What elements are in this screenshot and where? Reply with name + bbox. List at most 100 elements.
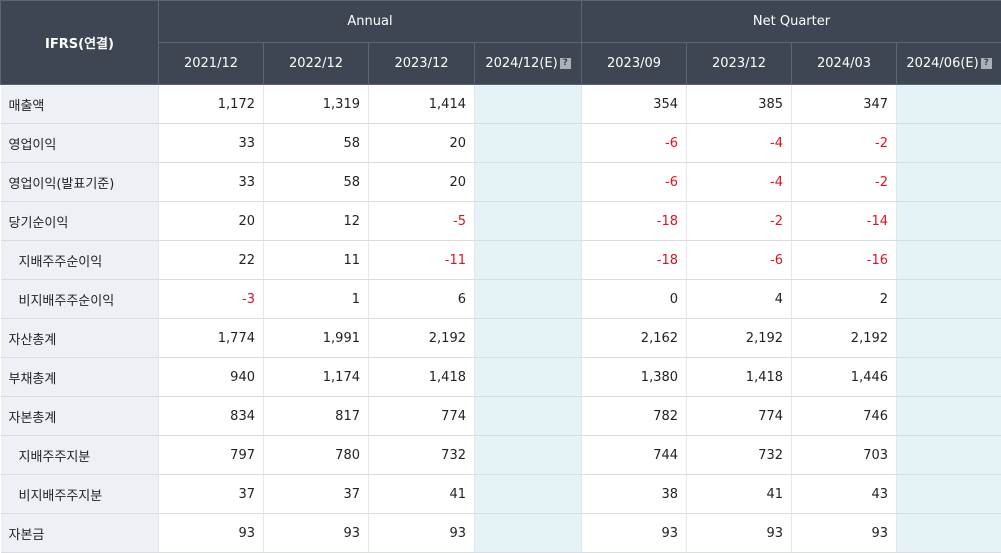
- row-label: 영업이익: [1, 124, 159, 163]
- quarter-value-cell: 93: [792, 514, 897, 553]
- estimate-cell: [897, 163, 1001, 202]
- quarter-value-cell: 354: [582, 85, 687, 124]
- annual-value-cell: 37: [159, 475, 264, 514]
- quarter-value-cell: 0: [582, 280, 687, 319]
- row-label: 부채총계: [1, 358, 159, 397]
- quarter-estimate-header: 2024/06(E)?: [897, 43, 1001, 85]
- row-label: 자본총계: [1, 397, 159, 436]
- quarter-value-cell: 746: [792, 397, 897, 436]
- annual-value-cell: -5: [369, 202, 475, 241]
- annual-value-cell: 1,172: [159, 85, 264, 124]
- estimate-cell: [475, 124, 582, 163]
- row-label: 당기순이익: [1, 202, 159, 241]
- estimate-cell: [897, 202, 1001, 241]
- annual-value-cell: 6: [369, 280, 475, 319]
- annual-value-cell: 58: [264, 163, 369, 202]
- quarter-value-cell: -4: [687, 124, 792, 163]
- estimate-cell: [475, 280, 582, 319]
- quarter-value-cell: -2: [792, 124, 897, 163]
- quarter-group-header: Net Quarter: [582, 1, 1001, 43]
- annual-value-cell: 834: [159, 397, 264, 436]
- annual-value-cell: 33: [159, 124, 264, 163]
- annual-value-cell: 37: [264, 475, 369, 514]
- row-label: 자산총계: [1, 319, 159, 358]
- quarter-value-cell: 2,192: [792, 319, 897, 358]
- estimate-cell: [897, 124, 1001, 163]
- estimate-cell: [897, 280, 1001, 319]
- estimate-cell: [897, 436, 1001, 475]
- quarter-value-cell: -2: [792, 163, 897, 202]
- quarter-value-cell: 1,418: [687, 358, 792, 397]
- annual-value-cell: 20: [159, 202, 264, 241]
- quarter-value-cell: 2,162: [582, 319, 687, 358]
- quarter-value-cell: 732: [687, 436, 792, 475]
- quarter-value-cell: 1,380: [582, 358, 687, 397]
- annual-value-cell: 93: [159, 514, 264, 553]
- annual-value-cell: 1,418: [369, 358, 475, 397]
- quarter-value-cell: 93: [582, 514, 687, 553]
- estimate-cell: [475, 436, 582, 475]
- quarter-value-cell: -6: [687, 241, 792, 280]
- quarter-value-cell: 38: [582, 475, 687, 514]
- annual-period-header: 2022/12: [264, 43, 369, 85]
- annual-value-cell: 41: [369, 475, 475, 514]
- annual-value-cell: 11: [264, 241, 369, 280]
- quarter-value-cell: 347: [792, 85, 897, 124]
- estimate-cell: [897, 241, 1001, 280]
- estimate-cell: [475, 358, 582, 397]
- quarter-value-cell: 703: [792, 436, 897, 475]
- row-label: 비지배주주순이익: [1, 280, 159, 319]
- annual-estimate-header: 2024/12(E)?: [475, 43, 582, 85]
- estimate-cell: [475, 475, 582, 514]
- quarter-value-cell: -18: [582, 202, 687, 241]
- quarter-value-cell: -6: [582, 124, 687, 163]
- annual-period-header: 2023/12: [369, 43, 475, 85]
- annual-group-header: Annual: [159, 1, 582, 43]
- table-corner-label: IFRS(연결): [1, 1, 159, 85]
- estimate-cell: [897, 85, 1001, 124]
- annual-value-cell: 22: [159, 241, 264, 280]
- annual-value-cell: -11: [369, 241, 475, 280]
- quarter-value-cell: -14: [792, 202, 897, 241]
- estimate-cell: [475, 163, 582, 202]
- quarter-value-cell: -16: [792, 241, 897, 280]
- annual-value-cell: 774: [369, 397, 475, 436]
- quarter-value-cell: -6: [582, 163, 687, 202]
- quarter-value-cell: 4: [687, 280, 792, 319]
- annual-value-cell: 33: [159, 163, 264, 202]
- row-label: 지배주주순이익: [1, 241, 159, 280]
- help-icon[interactable]: ?: [981, 58, 992, 69]
- estimate-cell: [475, 319, 582, 358]
- quarter-estimate-label: 2024/06(E): [906, 56, 978, 71]
- quarter-value-cell: 1,446: [792, 358, 897, 397]
- quarter-value-cell: 774: [687, 397, 792, 436]
- row-label: 매출액: [1, 85, 159, 124]
- annual-estimate-label: 2024/12(E): [485, 56, 557, 71]
- annual-value-cell: 20: [369, 163, 475, 202]
- annual-value-cell: 940: [159, 358, 264, 397]
- annual-value-cell: 732: [369, 436, 475, 475]
- annual-value-cell: 1: [264, 280, 369, 319]
- row-label: 비지배주주지분: [1, 475, 159, 514]
- quarter-value-cell: 2,192: [687, 319, 792, 358]
- estimate-cell: [475, 514, 582, 553]
- annual-value-cell: 1,414: [369, 85, 475, 124]
- estimate-cell: [475, 85, 582, 124]
- annual-value-cell: 2,192: [369, 319, 475, 358]
- annual-value-cell: 58: [264, 124, 369, 163]
- quarter-value-cell: 2: [792, 280, 897, 319]
- quarter-value-cell: -4: [687, 163, 792, 202]
- estimate-cell: [475, 397, 582, 436]
- estimate-cell: [897, 319, 1001, 358]
- help-icon[interactable]: ?: [560, 58, 571, 69]
- row-label: 영업이익(발표기준): [1, 163, 159, 202]
